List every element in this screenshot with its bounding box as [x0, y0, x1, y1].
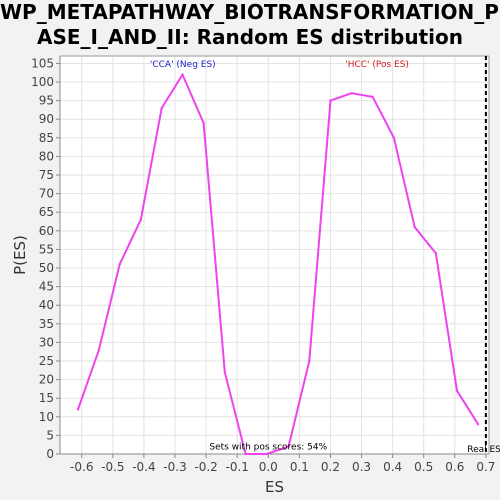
y-tick-label: 45	[39, 280, 54, 294]
data-point	[435, 252, 437, 254]
x-tick-label: 0.2	[321, 460, 340, 474]
y-tick-label: 5	[46, 428, 54, 442]
y-tick-label: 55	[39, 242, 54, 256]
x-tick-label: -0.4	[132, 460, 155, 474]
data-point	[308, 360, 310, 362]
y-tick-label: 90	[39, 112, 54, 126]
y-tick-label: 25	[39, 354, 54, 368]
annotation-label: Sets with pos scores: 54%	[209, 443, 327, 453]
x-tick-label: 0.3	[352, 460, 371, 474]
y-tick-label: 15	[39, 391, 54, 405]
data-point	[202, 122, 204, 124]
y-tick-label: 75	[39, 168, 54, 182]
data-point	[77, 408, 79, 410]
x-tick-label: -0.2	[194, 460, 217, 474]
data-point	[224, 371, 226, 373]
data-point	[244, 453, 246, 455]
x-tick-label: 0.1	[290, 460, 309, 474]
y-tick-label: 35	[39, 317, 54, 331]
data-point	[350, 92, 352, 94]
data-point	[414, 226, 416, 228]
y-tick-label: 20	[39, 373, 54, 387]
data-point	[140, 218, 142, 220]
data-point	[372, 96, 374, 98]
data-point	[266, 453, 268, 455]
data-point	[456, 390, 458, 392]
x-tick-label: -0.3	[163, 460, 186, 474]
data-point	[329, 99, 331, 101]
y-tick-label: 85	[39, 131, 54, 145]
y-tick-label: 60	[39, 224, 54, 238]
annotation-label: 'CCA' (Neg ES)	[150, 60, 216, 70]
y-tick-label: 0	[46, 447, 54, 461]
y-tick-label: 80	[39, 149, 54, 163]
data-point	[477, 423, 479, 425]
x-tick-label: 0.4	[383, 460, 402, 474]
y-tick-label: 65	[39, 205, 54, 219]
y-tick-label: 40	[39, 298, 54, 312]
y-axis-label: P(ES)	[11, 235, 29, 275]
y-tick-label: 70	[39, 187, 54, 201]
y-tick-label: 30	[39, 335, 54, 349]
x-tick-label: 0.0	[259, 460, 278, 474]
data-point	[160, 107, 162, 109]
y-tick-label: 100	[31, 75, 54, 89]
y-tick-label: 10	[39, 410, 54, 424]
y-tick-label: 95	[39, 94, 54, 108]
x-axis-label: ES	[265, 478, 284, 496]
x-tick-label: 0.5	[414, 460, 433, 474]
data-point	[98, 349, 100, 351]
y-tick-label: 105	[31, 56, 54, 70]
x-tick-label: -0.6	[70, 460, 93, 474]
data-point	[393, 137, 395, 139]
annotation-label: 'HCC' (Pos ES)	[345, 60, 409, 70]
x-tick-label: 0.6	[445, 460, 464, 474]
x-tick-label: -0.5	[101, 460, 124, 474]
y-tick-label: 50	[39, 261, 54, 275]
annotation-label: Real ES 0	[467, 445, 500, 455]
data-point	[118, 263, 120, 265]
data-point	[181, 73, 183, 75]
x-tick-label: -0.1	[225, 460, 248, 474]
x-tick-label: 0.7	[476, 460, 495, 474]
